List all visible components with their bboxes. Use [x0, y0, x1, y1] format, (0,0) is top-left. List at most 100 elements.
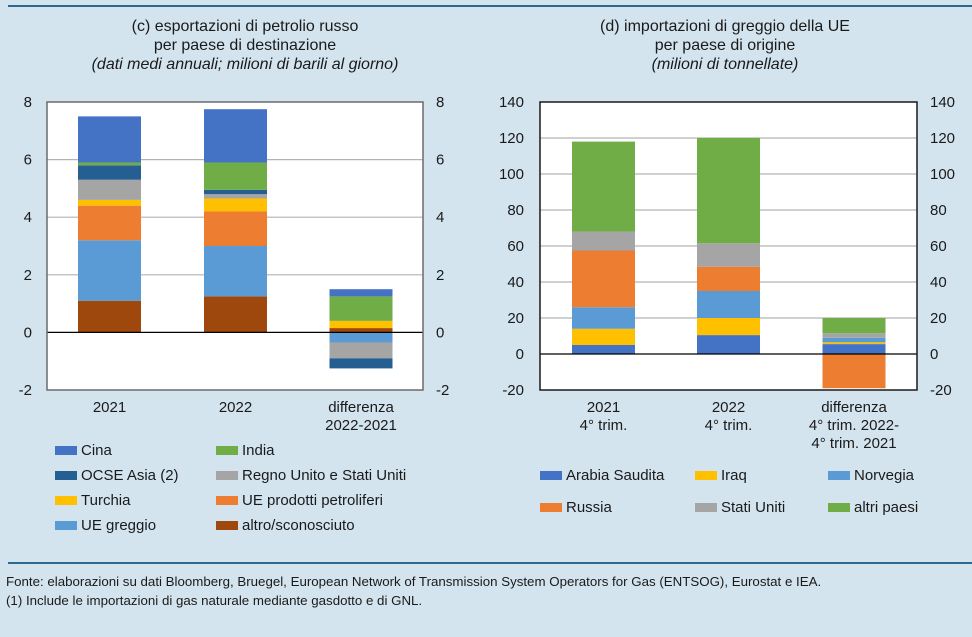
chart-c-ytick-left: 8	[24, 94, 32, 111]
chart-c-category-label: 2022-2021	[325, 417, 397, 434]
legend-label: Cina	[81, 442, 112, 459]
chart-d-ytick-left: 140	[499, 94, 524, 111]
legend-label: Russia	[566, 499, 612, 516]
legend-label: altro/sconosciuto	[242, 517, 355, 534]
chart-c-category-label: 2021	[93, 399, 126, 416]
chart-d-ytick-left: 0	[516, 346, 524, 363]
chart-d-bar-segment-norvegia	[822, 337, 886, 343]
chart-c-legend-item: India	[216, 442, 275, 459]
chart-d-legend-item: Arabia Saudita	[540, 467, 664, 484]
chart-c-bar-segment-india	[329, 296, 393, 321]
chart-c-bar-segment-india	[204, 162, 267, 190]
chart-d-ytick-left: 40	[507, 274, 524, 291]
chart-c-title-block: (c) esportazioni di petrolio russo per p…	[20, 17, 470, 74]
chart-c-legend-item: altro/sconosciuto	[216, 517, 355, 534]
chart-d-bar-segment-altri-paesi	[572, 141, 635, 232]
chart-d-ytick-right: 0	[930, 346, 938, 363]
chart-c-bar-segment-ocse-asia-2-	[204, 189, 267, 195]
chart-c-ytick-right: 0	[436, 324, 444, 341]
top-rule	[8, 5, 972, 7]
chart-d-bar-segment-russia	[572, 250, 635, 308]
chart-c-legend-item: OCSE Asia (2)	[55, 467, 179, 484]
chart-c-ytick-right: 2	[436, 267, 444, 284]
chart-d-title: (d) importazioni di greggio della UE	[600, 18, 850, 35]
legend-label: Arabia Saudita	[566, 467, 665, 484]
chart-c-ytick-right: 8	[436, 94, 444, 111]
chart-c-title: (c) esportazioni di petrolio russo	[131, 18, 359, 35]
chart-d-bar-segment-iraq	[697, 318, 760, 336]
chart-c-category-label: differenza	[328, 399, 394, 416]
footnote-1: (1) Include le importazioni di gas natur…	[6, 593, 423, 608]
legend-swatch	[540, 503, 562, 512]
legend-swatch	[695, 471, 717, 480]
chart-d-legend-item: Norvegia	[828, 467, 914, 484]
chart-c-bar-segment-turchia	[329, 320, 393, 329]
legend-label: UE prodotti petroliferi	[242, 492, 383, 509]
chart-c-note: (dati medi annuali; milioni di barili al…	[91, 56, 399, 73]
chart-c-ytick-right: -2	[436, 382, 449, 399]
chart-d-legend-item: Iraq	[695, 467, 747, 484]
chart-c-bar-segment-altro-sconosciuto	[204, 296, 267, 333]
chart-c-ytick-left: -2	[19, 382, 32, 399]
chart-d-ytick-right: 80	[930, 202, 947, 219]
chart-d-bar-segment-iraq	[572, 328, 635, 345]
chart-c-legend-item: Cina	[55, 442, 112, 459]
chart-c-bar-segment-regno-unito-e-stati-uniti	[204, 194, 267, 199]
chart-d-ytick-right: 40	[930, 274, 947, 291]
chart-d-category-label: 4° trim. 2022-	[809, 417, 899, 434]
chart-d-bar-segment-norvegia	[697, 291, 760, 318]
legend-label: Regno Unito e Stati Uniti	[242, 467, 407, 484]
chart-c-bar-segment-regno-unito-e-stati-uniti	[329, 342, 393, 359]
legend-swatch	[695, 503, 717, 512]
chart-d-ytick-right: -20	[930, 382, 952, 399]
legend-swatch	[55, 471, 77, 480]
chart-d-ytick-right: 140	[930, 94, 955, 111]
chart-d-ytick-left: -20	[502, 382, 524, 399]
chart-c-frame	[46, 101, 424, 391]
chart-d-bar-segment-altri-paesi	[822, 318, 886, 334]
chart-d-bar-segment-russia	[822, 354, 886, 389]
chart-c-bar-segment-cina	[78, 116, 141, 163]
chart-c-legend-item: UE prodotti petroliferi	[216, 492, 383, 509]
chart-c-legend-item: Regno Unito e Stati Uniti	[216, 467, 406, 484]
chart-d-ytick-left: 60	[507, 238, 524, 255]
legend-swatch	[216, 496, 238, 505]
chart-d-ytick-right: 120	[930, 130, 955, 147]
chart-d-bar-segment-stati-uniti	[572, 231, 635, 251]
legend-label: India	[242, 442, 275, 459]
chart-d-category-label: 4° trim. 2021	[811, 435, 896, 452]
chart-d-legend-item: Stati Uniti	[695, 499, 785, 516]
chart-d-bar-segment-arabia-saudita	[822, 344, 886, 354]
chart-d-category-label: 2021	[587, 399, 620, 416]
chart-c-bar-segment-altro-sconosciuto	[78, 300, 141, 333]
chart-d-subtitle: per paese di origine	[654, 37, 796, 54]
legend-swatch	[55, 496, 77, 505]
chart-d-bar-segment-stati-uniti	[822, 333, 886, 338]
legend-label: UE greggio	[81, 517, 157, 534]
chart-d-bar-segment-norvegia	[572, 307, 635, 329]
chart-c-bar-segment-ue-greggio	[329, 332, 393, 343]
chart-c-bar-segment-ocse-asia-2-	[78, 165, 141, 180]
chart-d-category-label: differenza	[821, 399, 887, 416]
legend-swatch	[55, 446, 77, 455]
chart-c-ytick-right: 6	[436, 152, 444, 169]
chart-c-bar-segment-ue-greggio	[204, 246, 267, 297]
legend-label: OCSE Asia (2)	[81, 467, 179, 484]
chart-d-bar-segment-arabia-saudita	[697, 335, 760, 354]
legend-swatch	[55, 521, 77, 530]
chart-d-legend-item: altri paesi	[828, 499, 918, 516]
chart-d-ytick-left: 20	[507, 310, 524, 327]
chart-d-ytick-left: 120	[499, 130, 524, 147]
chart-d-title-block: (d) importazioni di greggio della UE per…	[500, 17, 950, 74]
legend-swatch	[828, 503, 850, 512]
chart-d-ytick-left: 100	[499, 166, 524, 183]
chart-d-ytick-right: 100	[930, 166, 955, 183]
legend-label: Stati Uniti	[721, 499, 786, 516]
legend-swatch	[216, 446, 238, 455]
chart-c-legend-item: UE greggio	[55, 517, 156, 534]
legend-swatch	[216, 521, 238, 530]
chart-c-bar-segment-ue-greggio	[78, 240, 141, 301]
chart-c-ytick-left: 6	[24, 152, 32, 169]
chart-c-bar-segment-regno-unito-e-stati-uniti	[78, 179, 141, 200]
